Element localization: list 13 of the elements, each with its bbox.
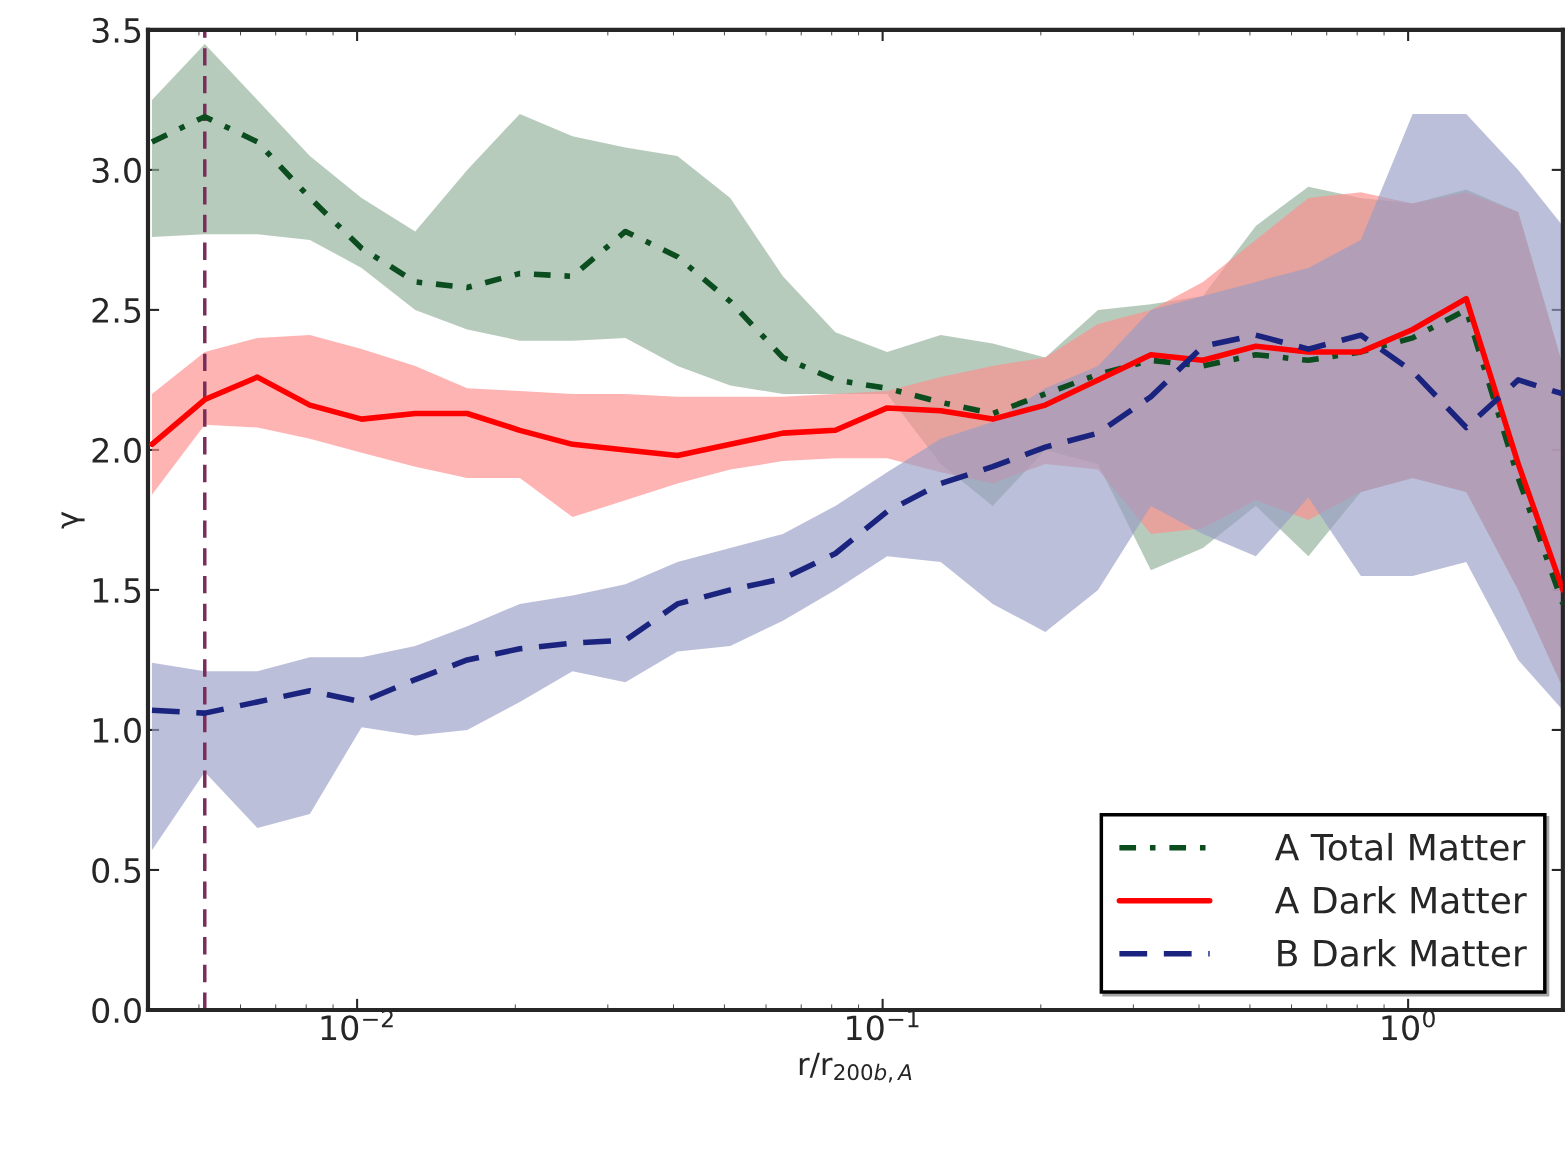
y-tick-label: 1.5 — [93, 578, 141, 604]
legend-label: B Dark Matter — [1278, 938, 1527, 967]
y-tick-label: 3.5 — [92, 17, 141, 44]
y-tick-label: 0.5 — [92, 857, 141, 884]
x-axis-title: r/r$_{200b,A}$ — [799, 1052, 912, 1083]
y-tick-label: 2.5 — [92, 297, 141, 324]
y-tick-label: 0.0 — [92, 997, 141, 1024]
y-tick-label: 2.0 — [92, 437, 141, 464]
y-tick-label: 3.0 — [92, 157, 141, 184]
legend-label: A Dark Matter — [1274, 885, 1527, 914]
y-tick-label: 1.0 — [93, 717, 141, 744]
y-axis-title: γ — [61, 511, 85, 529]
legend-label: A Total Matter — [1274, 832, 1526, 861]
